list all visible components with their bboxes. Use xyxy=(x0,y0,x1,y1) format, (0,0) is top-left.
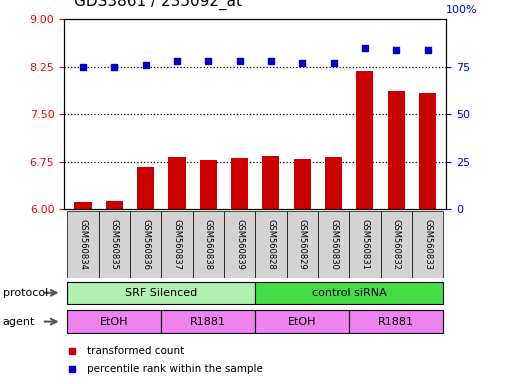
Text: GSM560834: GSM560834 xyxy=(78,219,87,270)
Bar xyxy=(98,211,130,278)
Bar xyxy=(388,91,405,209)
Point xyxy=(329,60,338,66)
Text: agent: agent xyxy=(3,316,35,327)
Text: GSM560836: GSM560836 xyxy=(141,219,150,270)
Text: 100%: 100% xyxy=(446,5,478,15)
Bar xyxy=(192,211,224,278)
Point xyxy=(298,60,306,66)
Point xyxy=(142,62,150,68)
Bar xyxy=(161,310,255,333)
Bar xyxy=(168,157,186,209)
Point xyxy=(392,46,400,53)
Point xyxy=(361,45,369,51)
Bar xyxy=(349,310,443,333)
Bar xyxy=(325,157,342,209)
Bar xyxy=(67,310,161,333)
Text: percentile rank within the sample: percentile rank within the sample xyxy=(87,364,263,374)
Point xyxy=(173,58,181,64)
Bar xyxy=(318,211,349,278)
Text: GSM560832: GSM560832 xyxy=(392,219,401,270)
Bar xyxy=(356,71,373,209)
Point xyxy=(204,58,212,64)
Bar xyxy=(200,160,217,209)
Bar xyxy=(255,281,443,304)
Point xyxy=(79,64,87,70)
Point xyxy=(423,46,431,53)
Point xyxy=(110,64,119,70)
Bar xyxy=(262,156,280,209)
Bar xyxy=(255,310,349,333)
Text: control siRNA: control siRNA xyxy=(312,288,387,298)
Bar xyxy=(419,93,436,209)
Text: GSM560837: GSM560837 xyxy=(172,219,182,270)
Bar xyxy=(137,167,154,209)
Text: SRF Silenced: SRF Silenced xyxy=(125,288,198,298)
Text: GSM560839: GSM560839 xyxy=(235,219,244,270)
Bar xyxy=(224,211,255,278)
Text: transformed count: transformed count xyxy=(87,346,184,356)
Bar xyxy=(293,159,311,209)
Text: GSM560829: GSM560829 xyxy=(298,219,307,270)
Point xyxy=(235,58,244,64)
Bar xyxy=(349,211,381,278)
Bar xyxy=(67,281,255,304)
Text: GSM560828: GSM560828 xyxy=(266,219,275,270)
Text: GSM560831: GSM560831 xyxy=(360,219,369,270)
Bar xyxy=(255,211,287,278)
Text: R1881: R1881 xyxy=(378,316,414,327)
Bar xyxy=(130,211,161,278)
Text: GSM560830: GSM560830 xyxy=(329,219,338,270)
Bar xyxy=(74,202,91,209)
Bar xyxy=(67,211,98,278)
Bar xyxy=(106,201,123,209)
Text: GSM560838: GSM560838 xyxy=(204,219,213,270)
Text: GDS3861 / 235092_at: GDS3861 / 235092_at xyxy=(74,0,242,10)
Text: GSM560835: GSM560835 xyxy=(110,219,119,270)
Bar xyxy=(161,211,192,278)
Point xyxy=(267,58,275,64)
Text: EtOH: EtOH xyxy=(100,316,128,327)
Bar xyxy=(412,211,443,278)
Bar xyxy=(231,158,248,209)
Bar xyxy=(287,211,318,278)
Bar xyxy=(381,211,412,278)
Text: GSM560833: GSM560833 xyxy=(423,219,432,270)
Text: protocol: protocol xyxy=(3,288,48,298)
Text: EtOH: EtOH xyxy=(288,316,317,327)
Text: R1881: R1881 xyxy=(190,316,226,327)
